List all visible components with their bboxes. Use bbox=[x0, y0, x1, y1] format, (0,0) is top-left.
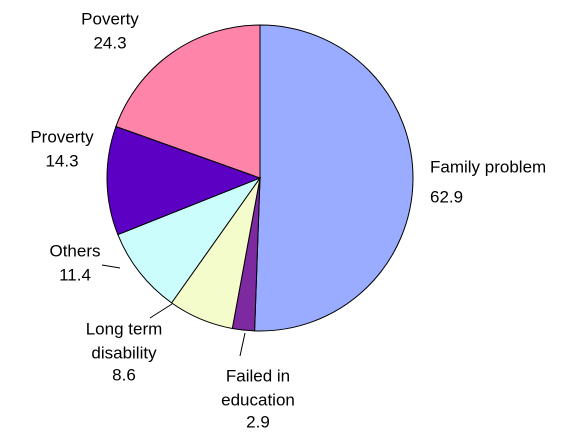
pie-slice bbox=[106, 125, 262, 236]
leader-line bbox=[239, 332, 246, 357]
pie-slice bbox=[117, 176, 262, 304]
leader-line bbox=[101, 264, 121, 269]
value-label: 8.6 bbox=[112, 365, 136, 384]
value-label: 62.9 bbox=[430, 187, 463, 206]
slice-label: Long term bbox=[86, 319, 163, 338]
slice-label: Poverty bbox=[81, 9, 139, 28]
value-label: 14.3 bbox=[45, 151, 78, 170]
value-label: 11.4 bbox=[59, 265, 91, 284]
value-label: 2.9 bbox=[246, 412, 270, 431]
slice-label: Failed in bbox=[226, 366, 290, 385]
value-label: 24.3 bbox=[93, 33, 126, 52]
slice-label: Others bbox=[49, 241, 100, 260]
leader-line bbox=[149, 303, 173, 319]
slice-label: Proverty bbox=[30, 127, 94, 146]
slice-label: education bbox=[221, 390, 295, 409]
pie-slice bbox=[254, 24, 414, 332]
slice-label: disability bbox=[91, 343, 157, 362]
slice-label: Family problem bbox=[430, 157, 546, 176]
pie-slice bbox=[115, 24, 261, 179]
